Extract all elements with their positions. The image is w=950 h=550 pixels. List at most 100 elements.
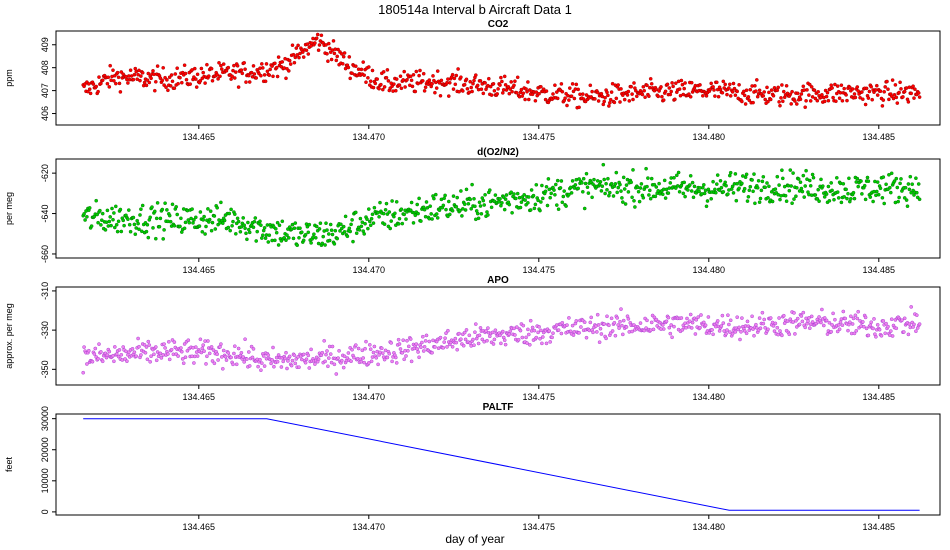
data-point	[733, 172, 738, 176]
data-point	[208, 209, 213, 213]
data-point	[605, 187, 609, 192]
data-point	[661, 323, 665, 327]
data-point	[752, 333, 756, 338]
data-point	[107, 85, 112, 89]
data-point	[368, 347, 373, 352]
data-point	[360, 348, 365, 353]
data-point	[902, 89, 907, 94]
data-point	[652, 182, 657, 187]
data-point	[239, 350, 244, 355]
data-point	[721, 189, 726, 194]
data-point	[236, 346, 241, 351]
data-point	[808, 82, 812, 87]
data-point	[810, 95, 815, 99]
data-point	[126, 217, 130, 221]
data-point	[840, 99, 845, 103]
data-point	[790, 89, 794, 94]
data-point	[842, 86, 847, 91]
data-point	[166, 88, 170, 93]
data-point	[239, 225, 244, 229]
data-point	[620, 323, 624, 328]
data-point	[262, 225, 267, 230]
data-point	[295, 53, 300, 57]
data-point	[88, 91, 93, 96]
data-point	[909, 305, 914, 309]
data-point	[99, 350, 103, 354]
data-point	[254, 239, 259, 243]
data-point	[540, 341, 544, 346]
data-point	[291, 52, 296, 57]
data-point	[579, 325, 583, 329]
data-point	[246, 220, 250, 225]
data-point	[326, 232, 331, 236]
data-point	[424, 200, 429, 204]
data-point	[466, 201, 471, 206]
data-point	[781, 99, 785, 104]
data-point	[894, 95, 899, 100]
data-point	[585, 185, 590, 189]
data-point	[423, 85, 428, 90]
data-point	[845, 98, 849, 103]
data-point	[745, 319, 750, 324]
data-point	[295, 243, 300, 247]
data-point	[723, 82, 728, 87]
data-point	[800, 189, 805, 194]
data-point	[192, 66, 197, 71]
data-point	[754, 322, 758, 327]
data-point	[522, 192, 527, 197]
data-point	[554, 182, 558, 187]
data-point	[138, 213, 142, 217]
data-point	[377, 214, 381, 219]
data-point	[86, 89, 90, 94]
data-point	[371, 85, 376, 90]
data-point	[638, 321, 643, 325]
data-point	[402, 212, 407, 217]
data-point	[409, 200, 414, 205]
data-point	[455, 347, 460, 352]
data-point	[453, 336, 458, 341]
data-point	[176, 81, 180, 86]
data-point	[373, 81, 378, 86]
data-point	[777, 100, 781, 104]
data-point	[860, 192, 864, 196]
data-point	[379, 82, 383, 87]
data-point	[852, 92, 857, 96]
data-point	[500, 329, 505, 334]
data-point	[906, 100, 911, 104]
data-point	[447, 81, 452, 85]
data-point	[100, 218, 104, 222]
data-point	[168, 219, 173, 224]
data-point	[471, 337, 475, 342]
data-point	[450, 72, 455, 77]
data-point	[428, 204, 433, 208]
data-point	[727, 86, 731, 90]
data-point	[855, 176, 860, 181]
data-point	[499, 341, 503, 346]
data-point	[201, 218, 205, 222]
data-point	[690, 320, 695, 325]
data-point	[112, 79, 116, 83]
data-point	[835, 190, 840, 194]
data-point	[858, 95, 862, 100]
data-point	[192, 361, 196, 365]
data-point	[882, 201, 887, 206]
data-point	[353, 64, 358, 68]
data-point	[399, 207, 404, 211]
data-point	[841, 309, 846, 314]
data-point	[712, 88, 716, 92]
data-point	[767, 184, 771, 189]
data-point	[648, 188, 652, 193]
data-point	[498, 83, 502, 87]
data-point	[824, 192, 829, 196]
data-point	[121, 345, 125, 349]
data-point	[299, 357, 304, 362]
data-point	[728, 170, 733, 175]
data-point	[424, 333, 429, 338]
data-point	[624, 183, 629, 187]
data-point	[615, 190, 620, 195]
data-point	[280, 219, 285, 224]
data-point	[753, 84, 757, 88]
data-point	[619, 307, 623, 311]
series-line	[83, 418, 920, 511]
